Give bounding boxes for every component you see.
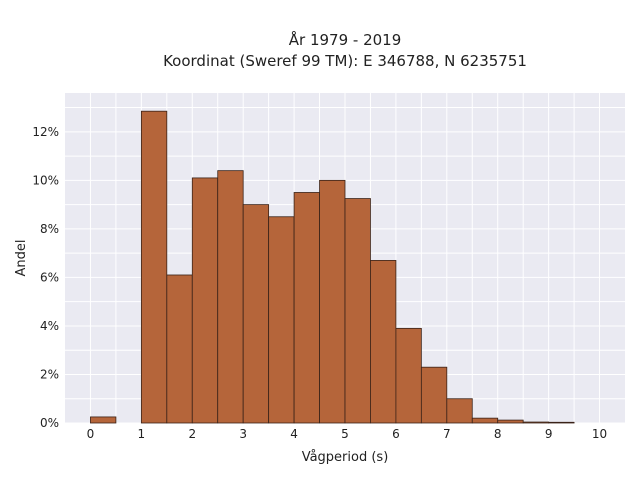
chart-title-line-1: År 1979 - 2019 [289,30,402,49]
histogram-bar [395,327,422,424]
x-tick-label: 0 [87,427,95,441]
histogram-bar [191,177,219,424]
histogram-bar [522,421,550,424]
x-tick-label: 10 [592,427,607,441]
x-tick-label: 2 [188,427,196,441]
x-tick-label: 5 [341,427,349,441]
histogram-bar [548,421,575,424]
x-tick-label: 3 [239,427,247,441]
histogram-bar [217,170,244,424]
histogram-bar [140,110,168,424]
histogram-bar [319,179,346,424]
y-tick-label: 10% [32,173,59,187]
histogram-bar [420,366,448,424]
histogram-bar [166,274,193,424]
x-tick-label: 8 [494,427,502,441]
y-tick-label: 8% [40,222,59,236]
histogram-bar [293,192,320,424]
histogram-bar [471,417,499,424]
histogram-bar [90,416,117,424]
y-tick-label: 2% [40,367,59,381]
histogram-bar [370,260,397,424]
histogram-bar [344,198,371,424]
y-tick-label: 12% [32,125,59,139]
y-axis-label: Andel [14,240,29,277]
x-tick-label: 1 [138,427,146,441]
histogram-bar [268,216,295,424]
y-tick-label: 0% [40,416,59,430]
x-tick-label: 9 [545,427,553,441]
bars [90,110,575,424]
chart-title-line-2: Koordinat (Sweref 99 TM): E 346788, N 62… [163,52,527,70]
histogram-bar [446,398,473,424]
tick-labels: 0 1 2 3 4 5 6 7 8 9 10 0% 2% 4% 6% 8% 10% 12% [32,125,607,441]
x-tick-label: 6 [392,427,400,441]
histogram-bar [242,204,270,424]
histogram-bar [497,419,524,424]
x-tick-label: 7 [443,427,451,441]
x-axis-label: Vågperiod (s) [302,450,389,465]
y-tick-label: 4% [40,319,59,333]
x-tick-label: 4 [290,427,298,441]
y-tick-label: 6% [40,270,59,284]
